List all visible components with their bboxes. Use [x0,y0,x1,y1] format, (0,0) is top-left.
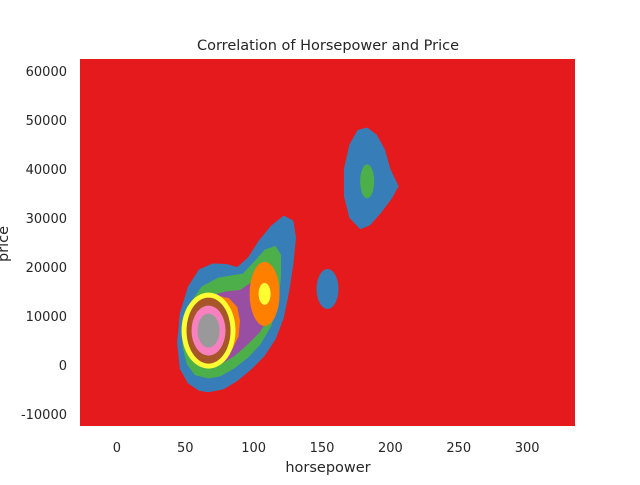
plot-area [80,59,575,426]
y-tick-label: 0 [59,359,67,374]
chart-title: Correlation of Horsepower and Price [197,38,459,54]
x-tick-label: 50 [177,441,194,456]
y-tick-label: 30000 [26,212,67,227]
contour-level-2-upper [360,164,375,199]
x-tick-labels: 0 50 100 150 200 250 300 [113,441,540,456]
y-axis-label: price [0,226,12,262]
y-tick-label: 60000 [26,65,67,80]
y-tick-label: 20000 [26,261,67,276]
y-tick-label: 50000 [26,114,67,129]
x-tick-label: 100 [241,441,266,456]
x-axis-label: horsepower [285,460,370,476]
y-tick-label: 40000 [26,163,67,178]
y-tick-labels: -10000 0 10000 20000 30000 40000 50000 60000 [21,65,67,423]
y-tick-label: -10000 [21,408,67,423]
contour-level-5-right [258,282,271,305]
x-tick-label: 0 [113,441,121,456]
contour-level-8 [197,313,220,348]
x-tick-label: 200 [378,441,403,456]
contour-level-1-small [316,268,339,309]
x-tick-label: 250 [446,441,471,456]
x-tick-label: 300 [515,441,540,456]
x-tick-label: 150 [310,441,335,456]
plot-background-level [80,59,575,426]
y-tick-label: 10000 [26,310,67,325]
contour-layers [177,127,399,393]
